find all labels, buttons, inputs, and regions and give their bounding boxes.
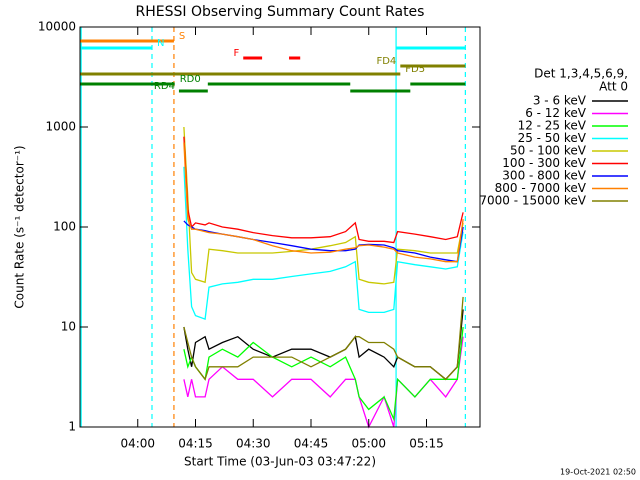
flag-label: S — [179, 31, 185, 42]
y-tick-label: 100 — [53, 220, 76, 234]
x-tick-label: 04:30 — [236, 437, 271, 451]
series-line — [183, 136, 464, 244]
series-line — [183, 296, 464, 381]
flag-label: RD4 — [154, 81, 175, 92]
series-line — [183, 126, 464, 285]
legend-label: 800 - 7000 keV — [495, 181, 587, 195]
series-line — [183, 166, 464, 320]
legend-title: Det 1,3,4,5,6,9, — [534, 67, 628, 81]
x-tick-label: 04:00 — [120, 437, 155, 451]
flag-label: F — [233, 48, 239, 59]
flag-label: FD4 — [376, 56, 396, 67]
y-tick-label: 10000 — [38, 20, 76, 34]
series-line — [183, 220, 464, 263]
legend-label: 25 - 50 keV — [518, 131, 587, 145]
legend-label: 50 - 100 keV — [510, 144, 587, 158]
legend-label: 100 - 300 keV — [502, 156, 586, 170]
x-axis-label: Start Time (03-Jun-03 03:47:22) — [184, 455, 376, 469]
x-tick-label: 04:15 — [178, 437, 213, 451]
legend-label: 12 - 25 keV — [518, 119, 587, 133]
flag-label: FD5 — [405, 64, 425, 75]
flag-label: RD0 — [180, 74, 201, 85]
series-line — [183, 142, 464, 263]
legend-label: 6 - 12 keV — [525, 106, 587, 120]
y-tick-label: 1 — [68, 420, 76, 434]
legend-label: 300 - 800 keV — [502, 169, 586, 183]
legend-label: 3 - 6 keV — [533, 94, 587, 108]
y-tick-label: 10 — [61, 320, 76, 334]
y-axis-label: Count Rate (s⁻¹ detector⁻¹) — [13, 145, 27, 308]
flag-label: N — [157, 38, 164, 49]
legend-title: Att 0 — [599, 80, 628, 94]
x-tick-label: 05:00 — [351, 437, 386, 451]
x-tick-label: 05:15 — [409, 437, 444, 451]
chart-title: RHESSI Observing Summary Count Rates — [136, 4, 425, 20]
timestamp: 19-Oct-2021 02:50 — [560, 468, 636, 477]
y-tick-label: 1000 — [45, 120, 76, 134]
x-tick-label: 04:45 — [294, 437, 329, 451]
legend-label: 7000 - 15000 keV — [479, 194, 586, 208]
